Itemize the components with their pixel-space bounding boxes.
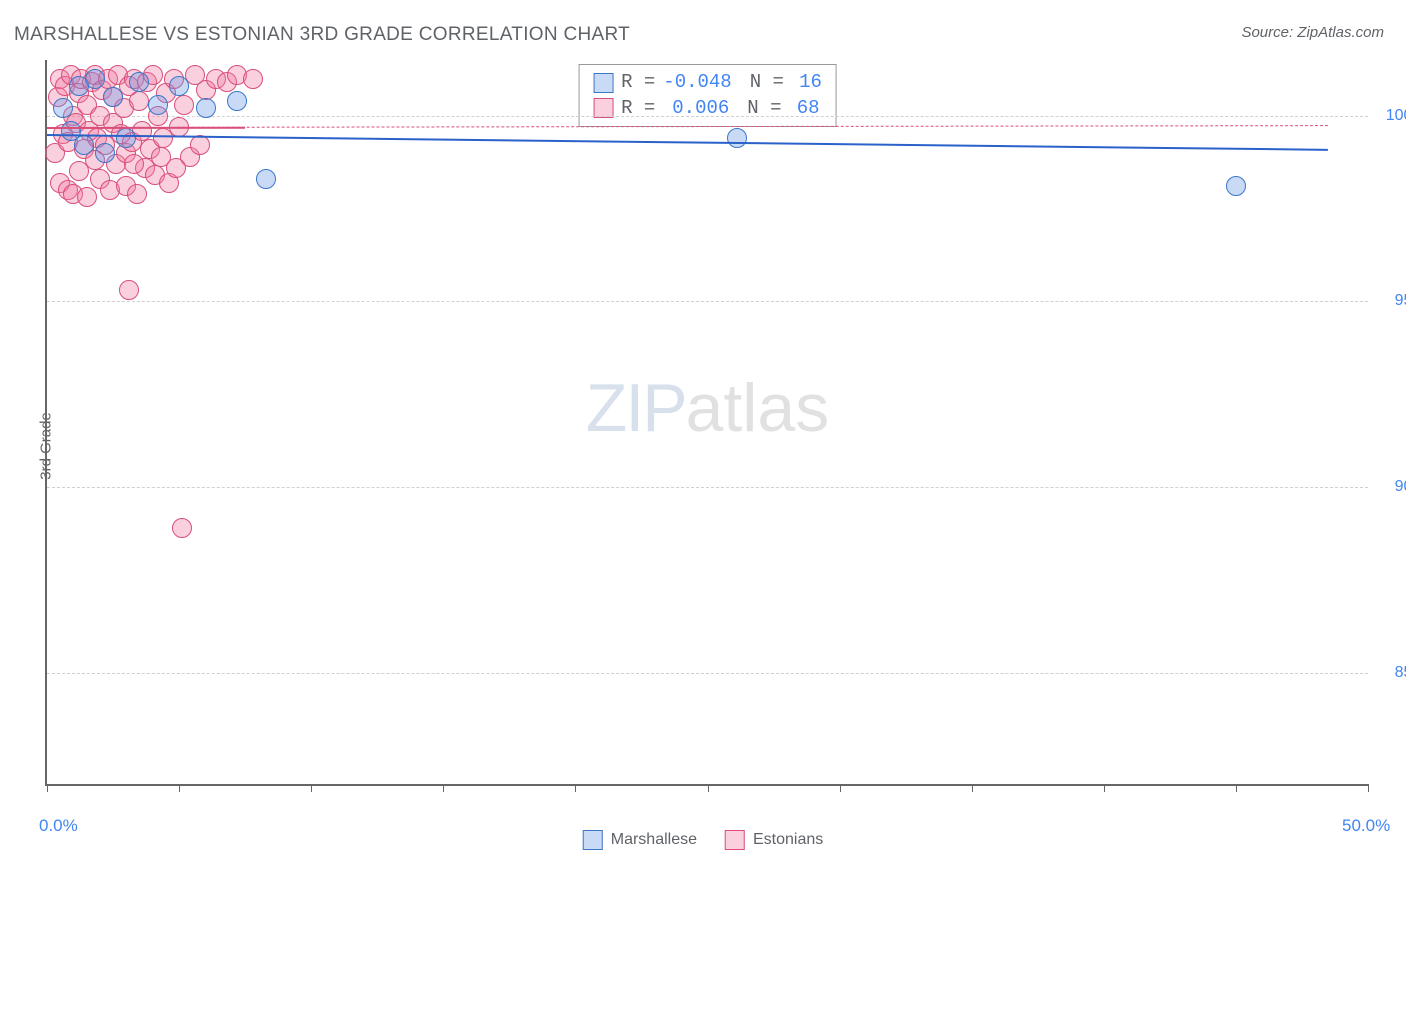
stats-n-label: N =	[750, 70, 784, 96]
bottom-legend: Marshallese Estonians	[583, 830, 824, 850]
stats-r-label: R =	[621, 70, 655, 96]
data-point	[103, 87, 123, 107]
data-point	[124, 154, 144, 174]
gridline-horizontal	[47, 487, 1368, 488]
gridline-horizontal	[47, 116, 1368, 117]
watermark-light: atlas	[686, 370, 830, 446]
x-tick	[311, 784, 312, 792]
data-point	[148, 95, 168, 115]
x-tick	[1104, 784, 1105, 792]
x-tick	[1236, 784, 1237, 792]
x-tick-label-left: 0.0%	[39, 816, 78, 1016]
data-point	[227, 91, 247, 111]
data-point	[174, 95, 194, 115]
x-tick	[575, 784, 576, 792]
stats-r-value: 0.006	[663, 96, 729, 122]
x-tick-label-right: 50.0%	[1342, 816, 1406, 1016]
stats-row: R = -0.048 N = 16	[593, 70, 822, 96]
legend-label: Marshallese	[611, 831, 697, 849]
x-tick	[840, 784, 841, 792]
x-tick	[1368, 784, 1369, 792]
data-point	[116, 128, 136, 148]
stats-legend-box: R =-0.048N =16R = 0.006N =68	[578, 64, 837, 127]
data-point	[74, 135, 94, 155]
stats-r-value: -0.048	[663, 70, 731, 96]
data-point	[129, 91, 149, 111]
legend-item: Marshallese	[583, 830, 697, 850]
chart-title: MARSHALLESE VS ESTONIAN 3RD GRADE CORREL…	[14, 24, 630, 46]
stats-r-label: R =	[621, 96, 655, 122]
data-point	[85, 69, 105, 89]
data-point	[196, 98, 216, 118]
stats-n-label: N =	[747, 96, 781, 122]
watermark-bold: ZIP	[586, 370, 686, 446]
data-point	[166, 158, 186, 178]
data-point	[243, 69, 263, 89]
y-tick-label: 95.0%	[1395, 292, 1406, 310]
data-point	[127, 184, 147, 204]
data-point	[172, 518, 192, 538]
data-point	[190, 135, 210, 155]
y-tick-label: 85.0%	[1395, 664, 1406, 682]
data-point	[1226, 176, 1246, 196]
stats-n-value: 16	[792, 70, 822, 96]
legend-swatch	[583, 830, 603, 850]
trend-line	[47, 134, 1328, 151]
gridline-horizontal	[47, 301, 1368, 302]
chart-container: MARSHALLESE VS ESTONIAN 3RD GRADE CORREL…	[0, 0, 1406, 892]
watermark: ZIPatlas	[586, 369, 829, 447]
legend-item: Estonians	[725, 830, 823, 850]
data-point	[727, 128, 747, 148]
data-point	[256, 169, 276, 189]
data-point	[119, 280, 139, 300]
x-tick	[47, 784, 48, 792]
data-point	[169, 76, 189, 96]
gridline-horizontal	[47, 673, 1368, 674]
x-tick	[179, 784, 180, 792]
data-point	[95, 143, 115, 163]
y-tick-label: 90.0%	[1395, 478, 1406, 496]
x-tick	[443, 784, 444, 792]
data-point	[129, 72, 149, 92]
x-tick	[708, 784, 709, 792]
plot-area: ZIPatlas R =-0.048N =16R = 0.006N =68 10…	[45, 60, 1368, 786]
y-tick-label: 100.0%	[1386, 107, 1406, 125]
source-attribution: Source: ZipAtlas.com	[1241, 24, 1384, 41]
legend-label: Estonians	[753, 831, 823, 849]
data-point	[77, 187, 97, 207]
x-tick	[972, 784, 973, 792]
trend-line-solid-segment	[47, 127, 245, 129]
stats-swatch	[593, 73, 613, 93]
stats-n-value: 68	[790, 96, 820, 122]
stats-row: R = 0.006 N = 68	[593, 96, 822, 122]
data-point	[53, 98, 73, 118]
legend-swatch	[725, 830, 745, 850]
